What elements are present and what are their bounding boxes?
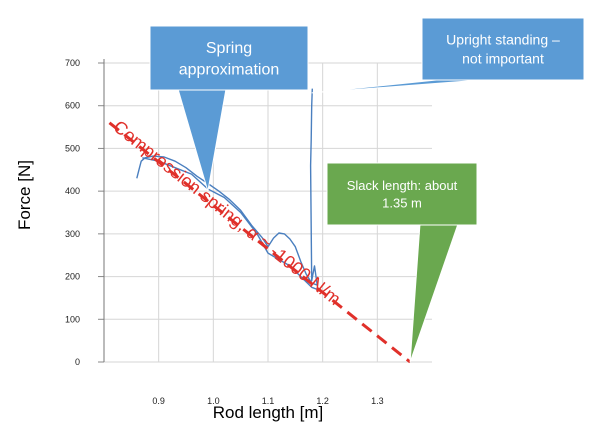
force-curve-1 (136, 88, 318, 286)
series-layer (136, 88, 318, 291)
callout-box (421, 17, 585, 81)
y-axis-label: Force [N] (15, 160, 34, 230)
callout-text: Slack length: about (347, 178, 458, 193)
y-tick-label: 0 (75, 357, 80, 367)
callout-layer: Spring approximation Upright standing – not… (149, 17, 585, 363)
x-axis-label: Rod length [m] (213, 403, 324, 422)
spring-fit-line (108, 121, 412, 364)
axes: 0.9 1.0 1.1 1.2 1.3 0 100 200 300 400 500 600 700 (65, 58, 384, 406)
y-tick-label: 300 (65, 229, 80, 239)
y-tick-label: 600 (65, 101, 80, 111)
x-tick-label: 1.2 (316, 396, 329, 406)
x-tick-label: 0.9 (152, 396, 165, 406)
y-tick-label: 400 (65, 186, 80, 196)
force-curve-2 (142, 157, 318, 291)
y-tick-label: 700 (65, 58, 80, 68)
callout-spring-approx: Spring approximation (149, 25, 309, 192)
x-tick-label: 1.0 (207, 396, 220, 406)
x-tick-label: 1.1 (262, 396, 275, 406)
fit-layer: Compression spring, α ≈ -1000 N/m (108, 116, 412, 364)
callout-box (149, 25, 309, 91)
callout-box (326, 162, 478, 226)
callout-text: 1.35 m (382, 195, 422, 210)
callout-upright: Upright standing – not important (311, 17, 585, 94)
callout-text: Upright standing – (446, 31, 560, 47)
callout-pointer (409, 223, 459, 363)
x-tick-label: 1.3 (371, 396, 384, 406)
spring-fit-label: Compression spring, α ≈ -1000 N/m (110, 116, 345, 309)
callout-slack: Slack length: about 1.35 m (326, 162, 478, 363)
y-tick-label: 200 (65, 272, 80, 282)
axis-labels: Force [N] Rod length [m] (15, 160, 323, 422)
y-tick-label: 500 (65, 143, 80, 153)
callout-text: not important (462, 50, 544, 66)
y-tick-label: 100 (65, 314, 80, 324)
callout-text: approximation (179, 61, 280, 78)
callout-text: Spring (206, 40, 252, 57)
callout-pointer (311, 78, 495, 94)
